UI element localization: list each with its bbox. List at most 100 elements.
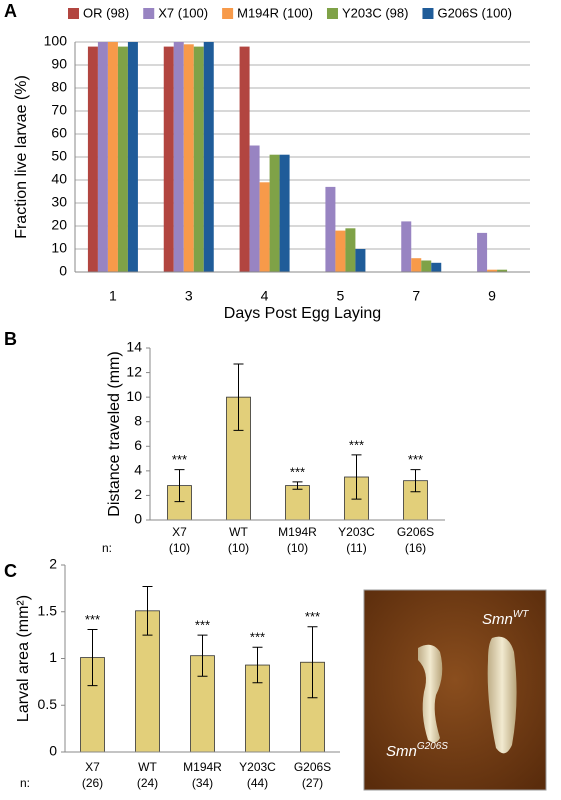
bar bbox=[269, 154, 280, 272]
y-tick-label: 90 bbox=[51, 56, 67, 72]
y-tick-label: 10 bbox=[126, 388, 142, 404]
bar bbox=[355, 249, 366, 272]
label-superscript: WT bbox=[513, 609, 529, 620]
significance: *** bbox=[305, 609, 320, 624]
y-tick-label: 70 bbox=[51, 102, 67, 118]
bar bbox=[239, 46, 250, 272]
error-bar bbox=[307, 626, 318, 699]
bar bbox=[249, 145, 260, 272]
significance: *** bbox=[408, 452, 423, 467]
bar bbox=[193, 46, 204, 272]
significance: *** bbox=[195, 618, 210, 633]
sample-size: (44) bbox=[247, 776, 268, 790]
x-axis-title: Days Post Egg Laying bbox=[224, 305, 381, 322]
bar bbox=[203, 42, 214, 272]
sample-size: (10) bbox=[228, 541, 249, 555]
x-tick-label: WT bbox=[138, 760, 157, 774]
y-tick-label: 100 bbox=[44, 33, 68, 49]
x-tick-label: 3 bbox=[185, 288, 193, 304]
legend-label: M194R (100) bbox=[237, 5, 313, 20]
larva bbox=[487, 636, 517, 754]
y-axis-title: Larval area (mm²) bbox=[15, 595, 32, 722]
error-bar bbox=[410, 469, 421, 493]
sample-size: (34) bbox=[192, 776, 213, 790]
panel-label: C bbox=[4, 561, 17, 581]
photo: SmnWT SmnG206S bbox=[363, 589, 547, 791]
bar bbox=[127, 42, 138, 272]
sample-size: (10) bbox=[169, 541, 190, 555]
error-bar bbox=[351, 454, 362, 500]
photo-label: SmnG206S bbox=[386, 741, 448, 760]
bar bbox=[345, 228, 356, 272]
x-tick-label: G206S bbox=[294, 760, 331, 774]
y-tick-label: 14 bbox=[126, 339, 142, 355]
y-tick-label: 0 bbox=[134, 511, 142, 527]
bar bbox=[325, 186, 336, 272]
error-bar bbox=[87, 629, 98, 687]
significance: *** bbox=[172, 452, 187, 467]
y-axis-title: Distance traveled (mm) bbox=[106, 351, 123, 516]
bar bbox=[97, 42, 108, 272]
bar bbox=[497, 269, 508, 272]
x-tick-label: X7 bbox=[172, 525, 187, 539]
x-tick-label: 4 bbox=[261, 288, 269, 304]
x-tick-label: M194R bbox=[183, 760, 222, 774]
photo-background bbox=[363, 589, 547, 791]
legend-swatch bbox=[326, 8, 338, 19]
panel-label: A bbox=[4, 1, 17, 21]
y-tick-label: 80 bbox=[51, 79, 67, 95]
x-tick-label: G206S bbox=[397, 525, 434, 539]
x-tick-label: Y203C bbox=[239, 760, 276, 774]
legend-swatch bbox=[68, 8, 79, 19]
x-tick-label: 1 bbox=[109, 288, 117, 304]
error-bar bbox=[142, 586, 153, 636]
y-tick-label: 60 bbox=[51, 125, 67, 141]
y-tick-label: 2 bbox=[49, 556, 57, 572]
x-tick-label: 5 bbox=[337, 288, 345, 304]
bar bbox=[279, 154, 290, 272]
y-axis-title: Fraction live larvae (%) bbox=[13, 75, 30, 239]
y-tick-label: 1.5 bbox=[38, 602, 58, 618]
x-tick-label: 9 bbox=[488, 288, 496, 304]
bar bbox=[259, 182, 270, 272]
y-tick-label: 0.5 bbox=[38, 696, 58, 712]
x-tick-label: WT bbox=[229, 525, 248, 539]
bar bbox=[117, 46, 128, 272]
bar bbox=[87, 46, 98, 272]
y-tick-label: 20 bbox=[51, 217, 67, 233]
y-tick-label: 10 bbox=[51, 240, 67, 256]
error-bar bbox=[233, 363, 244, 431]
significance: *** bbox=[290, 464, 305, 479]
legend-swatch bbox=[422, 8, 434, 19]
sample-size: (24) bbox=[137, 776, 158, 790]
x-tick-label: X7 bbox=[85, 760, 100, 774]
n-label: n: bbox=[102, 541, 112, 555]
sample-size: (11) bbox=[346, 541, 366, 555]
bar bbox=[107, 42, 118, 272]
y-tick-label: 40 bbox=[51, 171, 67, 187]
significance: *** bbox=[85, 612, 100, 627]
bar bbox=[163, 46, 174, 272]
bar bbox=[183, 44, 194, 272]
sample-size: (16) bbox=[405, 541, 426, 555]
photo-label: SmnWT bbox=[482, 609, 529, 628]
error-bar bbox=[292, 481, 303, 490]
y-tick-label: 8 bbox=[134, 412, 142, 428]
y-tick-label: 12 bbox=[126, 363, 142, 379]
y-tick-label: 2 bbox=[134, 486, 142, 502]
legend-label: X7 (100) bbox=[158, 5, 208, 20]
larva bbox=[418, 644, 443, 743]
panel-label: B bbox=[4, 329, 17, 349]
y-tick-label: 30 bbox=[51, 194, 67, 210]
bar bbox=[401, 221, 412, 272]
n-label: n: bbox=[20, 776, 30, 790]
sample-size: (26) bbox=[82, 776, 103, 790]
bar bbox=[285, 485, 310, 521]
error-bar bbox=[174, 469, 185, 503]
error-bar bbox=[197, 634, 208, 677]
y-tick-label: 1 bbox=[49, 649, 57, 665]
bar bbox=[173, 42, 184, 272]
significance: *** bbox=[349, 437, 364, 452]
y-tick-label: 0 bbox=[59, 263, 67, 279]
